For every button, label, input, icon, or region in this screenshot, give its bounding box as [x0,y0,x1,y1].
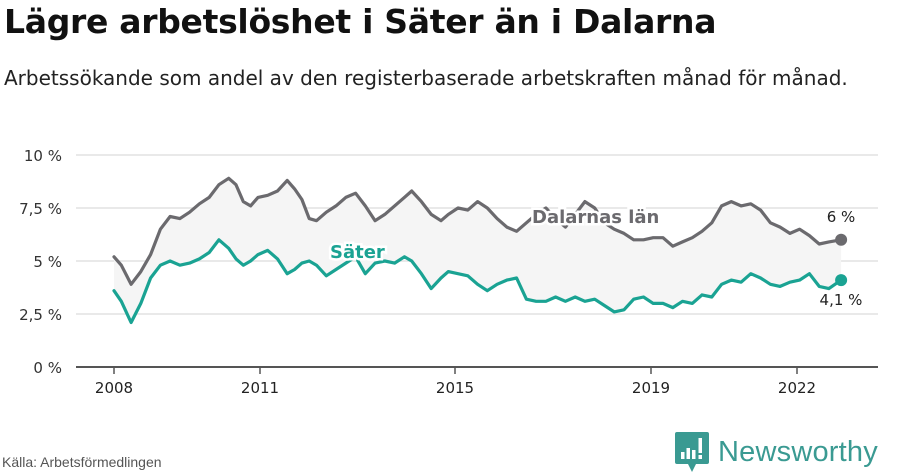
bar-chart-speech-bubble-icon [675,432,709,472]
difference-band [114,178,842,323]
dalarna-end-value: 6 % [827,208,856,226]
dalarna-series-label: Dalarnas län [532,207,659,228]
source-note: Källa: Arbetsförmedlingen [2,454,162,470]
chart-title: Lägre arbetslöshet i Säter än i Dalarna [4,2,717,41]
y-tick-label: 5 % [33,253,62,271]
x-axis: 2008 2011 2015 2019 2022 [76,366,878,397]
newsworthy-logo[interactable]: Newsworthy [674,430,878,474]
y-tick-label: 2,5 % [19,306,62,324]
dalarna-end-marker [835,233,848,246]
x-tick-label: 2015 [436,379,474,397]
sater-series-label: Säter [330,242,385,263]
sater-end-value: 4,1 % [820,291,863,309]
series-labels: Dalarnas län Säter [328,205,662,266]
y-tick-label: 0 % [33,359,62,377]
sater-line [112,238,843,325]
brand-name: Newsworthy [718,435,878,468]
y-tick-label: 10 % [24,147,62,165]
sater-end-marker [835,274,848,287]
y-axis-labels: 10 % 7,5 % 5 % 2,5 % 0 % [19,147,62,377]
chart-subtitle: Arbetssökande som andel av den registerb… [4,66,848,90]
y-tick-label: 7,5 % [19,200,62,218]
x-tick-label: 2011 [241,379,279,397]
x-tick-label: 2022 [778,379,816,397]
x-tick-label: 2019 [632,379,670,397]
x-tick-label: 2008 [95,379,133,397]
dalarna-line [112,176,843,286]
